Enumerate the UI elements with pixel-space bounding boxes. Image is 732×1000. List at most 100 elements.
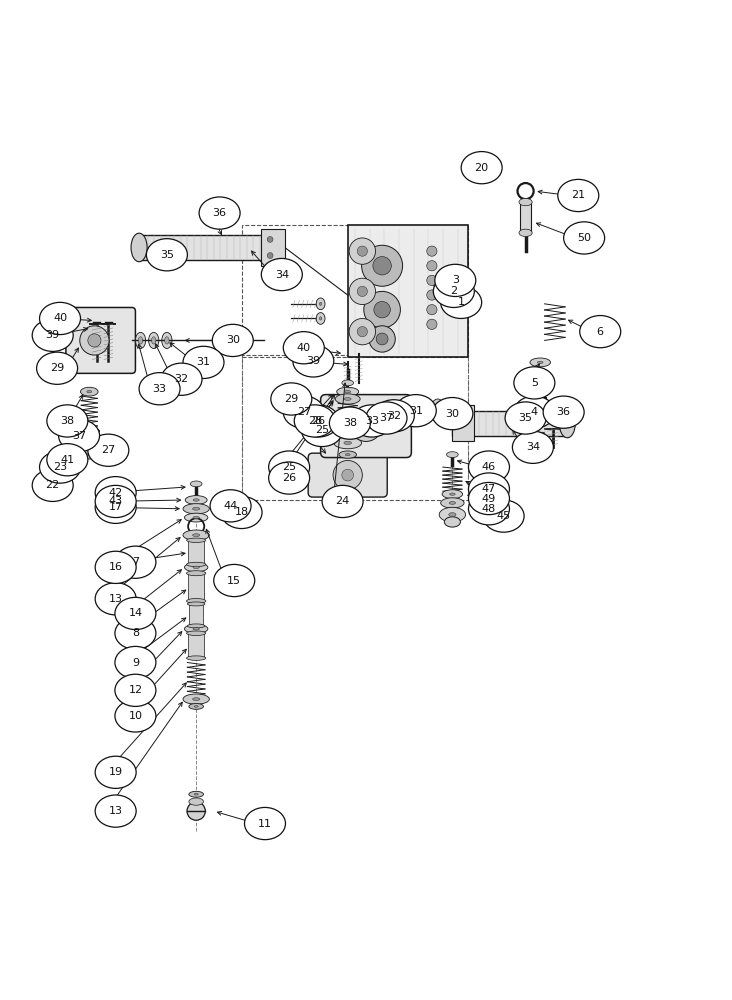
Ellipse shape <box>40 302 81 335</box>
Ellipse shape <box>322 485 363 518</box>
Circle shape <box>359 419 373 432</box>
Ellipse shape <box>95 551 136 583</box>
Ellipse shape <box>283 396 324 428</box>
Text: 48: 48 <box>482 504 496 514</box>
Ellipse shape <box>199 197 240 229</box>
Ellipse shape <box>149 332 159 348</box>
Text: 32: 32 <box>386 411 401 421</box>
Ellipse shape <box>537 361 543 364</box>
Ellipse shape <box>416 400 430 424</box>
Text: 8: 8 <box>132 628 139 638</box>
Ellipse shape <box>449 493 455 495</box>
Ellipse shape <box>81 441 98 449</box>
Ellipse shape <box>139 373 180 405</box>
Text: 1: 1 <box>458 297 465 307</box>
Text: 3: 3 <box>452 275 459 285</box>
Bar <box>188 633 204 658</box>
Ellipse shape <box>345 390 351 393</box>
Text: 44: 44 <box>223 501 238 511</box>
Text: 38: 38 <box>60 416 75 426</box>
Text: 28: 28 <box>307 416 322 426</box>
Ellipse shape <box>193 534 200 537</box>
Ellipse shape <box>483 500 524 532</box>
Text: 34: 34 <box>526 442 540 452</box>
Ellipse shape <box>316 298 325 310</box>
Ellipse shape <box>271 383 312 415</box>
Ellipse shape <box>115 646 156 679</box>
Text: 25: 25 <box>315 425 329 435</box>
Text: 11: 11 <box>258 819 272 829</box>
Ellipse shape <box>512 431 553 463</box>
Ellipse shape <box>334 437 362 449</box>
Bar <box>242 355 468 500</box>
Text: 26: 26 <box>311 416 326 426</box>
Ellipse shape <box>441 498 464 508</box>
Ellipse shape <box>339 451 356 458</box>
Ellipse shape <box>344 433 351 436</box>
Bar <box>242 226 468 357</box>
Ellipse shape <box>519 229 532 236</box>
Ellipse shape <box>95 485 136 518</box>
Bar <box>452 405 474 441</box>
Ellipse shape <box>530 358 550 367</box>
Text: 46: 46 <box>482 462 496 472</box>
Text: 37: 37 <box>379 413 394 423</box>
Ellipse shape <box>59 419 100 452</box>
Circle shape <box>349 278 376 305</box>
Ellipse shape <box>337 387 359 396</box>
Text: 50: 50 <box>577 233 591 243</box>
Ellipse shape <box>316 313 325 324</box>
Text: 42: 42 <box>108 488 123 498</box>
Text: 33: 33 <box>152 384 167 394</box>
Text: 21: 21 <box>571 190 586 200</box>
Ellipse shape <box>37 352 78 384</box>
Text: 23: 23 <box>53 462 67 472</box>
Ellipse shape <box>131 233 147 262</box>
Ellipse shape <box>184 513 208 522</box>
Circle shape <box>427 290 437 300</box>
Text: 20: 20 <box>474 163 489 173</box>
Ellipse shape <box>395 395 436 427</box>
FancyBboxPatch shape <box>66 307 135 373</box>
Text: 38: 38 <box>343 418 357 428</box>
Bar <box>261 229 285 266</box>
Text: 35: 35 <box>518 413 533 423</box>
Ellipse shape <box>184 624 208 633</box>
Bar <box>139 235 282 260</box>
Ellipse shape <box>115 674 156 706</box>
Ellipse shape <box>193 628 199 630</box>
Text: 36: 36 <box>556 407 571 417</box>
Text: 15: 15 <box>227 576 242 586</box>
Circle shape <box>427 275 437 286</box>
Text: 13: 13 <box>108 594 123 604</box>
Text: 39: 39 <box>306 356 321 366</box>
Circle shape <box>357 286 367 297</box>
Circle shape <box>357 327 367 337</box>
Ellipse shape <box>319 302 322 305</box>
Ellipse shape <box>87 444 92 446</box>
Ellipse shape <box>269 462 310 494</box>
Ellipse shape <box>298 405 339 437</box>
Ellipse shape <box>183 530 209 540</box>
Text: 10: 10 <box>128 711 143 721</box>
Ellipse shape <box>468 493 509 525</box>
Ellipse shape <box>193 566 199 569</box>
Text: 41: 41 <box>60 455 75 465</box>
Text: 2: 2 <box>450 286 458 296</box>
Ellipse shape <box>187 602 205 606</box>
Ellipse shape <box>193 516 199 519</box>
Text: 19: 19 <box>108 767 123 777</box>
Ellipse shape <box>514 367 555 399</box>
Circle shape <box>349 238 376 264</box>
Text: 17: 17 <box>108 502 123 512</box>
Text: 27: 27 <box>101 445 116 455</box>
Bar <box>188 540 204 564</box>
Ellipse shape <box>187 571 206 576</box>
Ellipse shape <box>329 407 370 439</box>
Ellipse shape <box>187 538 206 542</box>
Circle shape <box>267 236 273 242</box>
Ellipse shape <box>433 275 474 307</box>
Circle shape <box>364 291 400 328</box>
Ellipse shape <box>468 473 509 505</box>
Text: 13: 13 <box>108 806 123 816</box>
